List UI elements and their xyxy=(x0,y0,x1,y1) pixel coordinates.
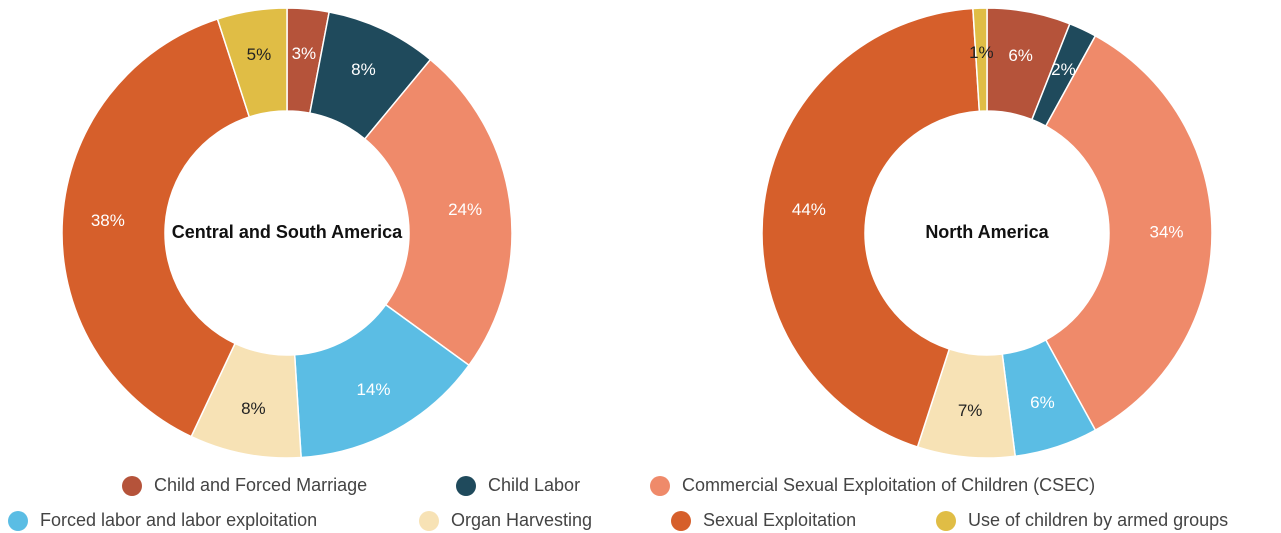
slice xyxy=(61,18,251,438)
legend-label: Child Labor xyxy=(488,475,580,495)
center-title: Central and South America xyxy=(172,222,403,242)
slice-label: 1% xyxy=(969,43,994,62)
legend-label: Forced labor and labor exploitation xyxy=(40,510,317,530)
legend-label: Child and Forced Marriage xyxy=(154,475,367,495)
center-title: North America xyxy=(925,222,1049,242)
slice-label: 2% xyxy=(1051,60,1076,79)
legend-label: Sexual Exploitation xyxy=(703,510,856,530)
legend-label: Commercial Sexual Exploitation of Childr… xyxy=(682,475,1095,495)
slice-label: 7% xyxy=(958,401,983,420)
legend-marker xyxy=(936,511,956,531)
legend-label: Organ Harvesting xyxy=(451,510,592,530)
legend-marker xyxy=(456,476,476,496)
slice-label: 38% xyxy=(91,211,125,230)
slice-label: 8% xyxy=(351,60,376,79)
slice-label: 3% xyxy=(292,44,317,63)
slice-label: 44% xyxy=(792,200,826,219)
slice xyxy=(972,7,988,113)
slice xyxy=(761,7,981,448)
legend-marker xyxy=(419,511,439,531)
legend-marker xyxy=(650,476,670,496)
slice-label: 34% xyxy=(1149,222,1183,241)
slice-label: 14% xyxy=(356,380,390,399)
legend-marker xyxy=(8,511,28,531)
slice-label: 6% xyxy=(1008,46,1033,65)
slice-label: 6% xyxy=(1030,393,1055,412)
slice xyxy=(1044,34,1213,432)
legend-label: Use of children by armed groups xyxy=(968,510,1228,530)
slice xyxy=(216,7,288,118)
slice-label: 24% xyxy=(448,200,482,219)
slice xyxy=(363,58,513,367)
legend-marker xyxy=(671,511,691,531)
legend-marker xyxy=(122,476,142,496)
slice-label: 5% xyxy=(247,45,272,64)
slice-label: 8% xyxy=(241,399,266,418)
